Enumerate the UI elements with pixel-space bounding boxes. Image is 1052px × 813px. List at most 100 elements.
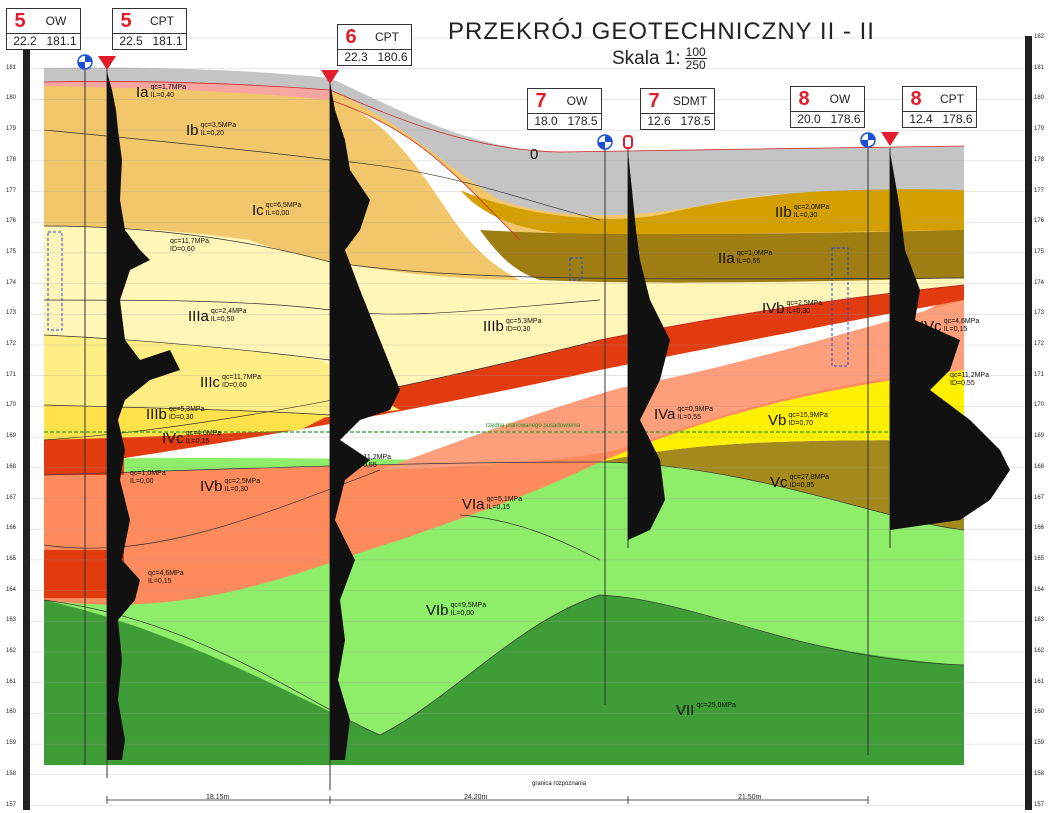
layer-param-2: IL=0,00 bbox=[450, 610, 475, 617]
layer-param-1: qc=2,5MPa bbox=[224, 478, 261, 485]
layer-Vc-fill bbox=[600, 440, 964, 530]
layer-param-1: qc=5,1MPa bbox=[486, 496, 523, 503]
elevation-tick-label: 180 bbox=[6, 95, 17, 102]
elevation-tick-label: 168 bbox=[1034, 463, 1045, 470]
right-elevation-bar bbox=[1025, 36, 1032, 810]
borehole-type: CPT bbox=[363, 24, 412, 50]
layer-param-1: qc=2,0MPa bbox=[793, 204, 830, 211]
cpt-triangles bbox=[98, 56, 899, 146]
distance-label-2: 24.20m bbox=[464, 794, 488, 801]
layer-param-1: qc=25,0MPa bbox=[696, 702, 736, 709]
layer-label-IIb: IIb qc=2,0MPa IL=0,30 bbox=[775, 204, 829, 222]
investigation-limit-note: granica rozpoznania bbox=[532, 781, 587, 787]
layer-code: Ic bbox=[252, 202, 264, 219]
layer-VIb-fill bbox=[44, 515, 600, 735]
elevation-tick-label: 173 bbox=[6, 310, 17, 317]
layer-label-IVb-right: IVb qc=2,5MPa IL=0,30 bbox=[762, 300, 822, 318]
elevation-tick-label: 161 bbox=[6, 678, 17, 685]
borehole-depth: 12.6 bbox=[640, 113, 678, 130]
elevation-tick-label: 157 bbox=[6, 801, 17, 808]
elevation-tick-label: 174 bbox=[1034, 279, 1045, 286]
layer-param-1: qc=5,3MPa bbox=[168, 406, 205, 413]
borehole-depth: 22.3 bbox=[337, 49, 375, 66]
layer-code: IVb bbox=[200, 478, 223, 495]
elevation-tick-label: 161 bbox=[1034, 678, 1045, 685]
elevation-tick-label: 177 bbox=[1034, 187, 1045, 194]
sdmt-marker bbox=[623, 135, 633, 149]
elevation-tick-label: 179 bbox=[1034, 126, 1045, 133]
planned-level-note: rzędna planowanego posadowienia bbox=[486, 423, 581, 429]
layer-label-VIa: VIa qc=5,1MPa IL=0,15 bbox=[462, 496, 522, 514]
layer-param-1: qc=11,2MPa bbox=[352, 454, 391, 461]
cpt-profiles bbox=[107, 72, 1010, 760]
layer-param-1: qc=3,5MPa bbox=[200, 122, 237, 129]
layer-param-2: IL=0,15 bbox=[486, 504, 511, 511]
layer-code: Vb bbox=[768, 412, 787, 429]
layer-label-IIIc-top: qc=11,7MPa ID=0,60 bbox=[168, 238, 209, 256]
borehole-elevation: 178.5 bbox=[677, 113, 715, 130]
elevation-tick-label: 177 bbox=[6, 187, 17, 194]
layer-label-IVc-right: IVc qc=4,6MPa IL=0,15 bbox=[920, 318, 979, 336]
borehole-type: OW bbox=[816, 86, 865, 112]
layer-label-IVa: IVa qc=0,9MPa IL=0,55 bbox=[654, 406, 713, 424]
layer-code: IVc bbox=[162, 430, 184, 447]
elevation-tick-label: 176 bbox=[1034, 218, 1045, 225]
elevation-tick-label: 159 bbox=[1034, 740, 1045, 747]
layer-param-2: IL=0,00 bbox=[265, 210, 290, 217]
borehole-number: 7 bbox=[527, 88, 555, 114]
layer-param-1: qc=1,0MPa bbox=[736, 250, 773, 257]
layer-param-2: IL=0,15 bbox=[943, 326, 968, 333]
elevation-tick-label: 162 bbox=[6, 648, 17, 654]
elevation-tick-label: 164 bbox=[6, 586, 17, 593]
borehole-depth: 22.5 bbox=[112, 33, 150, 50]
elevation-tick-label: 181 bbox=[6, 64, 17, 71]
borehole-number: 8 bbox=[790, 86, 818, 112]
layer-param-2: IL=0,20 bbox=[200, 130, 225, 137]
layer-param-2: ID=0,30 bbox=[168, 414, 194, 421]
layer-label-Vb: Vb qc=15,9MPa ID=0,70 bbox=[768, 412, 828, 430]
elevation-tick-label: 178 bbox=[6, 156, 17, 163]
layer-code: VIb bbox=[426, 602, 449, 619]
elevation-tick-label: 163 bbox=[1034, 617, 1045, 624]
borehole-number: 7 bbox=[640, 88, 668, 114]
borehole-elevation: 178.6 bbox=[939, 111, 977, 128]
borehole-elevation: 181.1 bbox=[149, 33, 187, 50]
layer-code: IIIa bbox=[188, 308, 209, 325]
borehole-depth: 20.0 bbox=[790, 111, 828, 128]
elevation-tick-label: 167 bbox=[6, 494, 17, 501]
elevation-tick-label: 160 bbox=[1034, 709, 1045, 716]
scale-label: Skala 1: 100 250 bbox=[612, 46, 707, 71]
borehole-type: SDMT bbox=[666, 88, 715, 114]
elevation-tick-label: 171 bbox=[1034, 371, 1045, 378]
layer-param-1: qc=0,9MPa bbox=[677, 406, 714, 413]
layer-IIb-fill bbox=[460, 185, 964, 235]
elevation-tick-label: 157 bbox=[1034, 801, 1045, 808]
layer-code: 0 bbox=[530, 146, 539, 163]
elevation-tick-label: 163 bbox=[6, 617, 17, 624]
layer-param-2: ID=0,70 bbox=[788, 420, 814, 427]
layer-param-2: IL=0,15 bbox=[185, 438, 210, 445]
boundary-lines bbox=[43, 129, 965, 736]
layer-IVa-fill bbox=[380, 300, 964, 470]
elevation-tick-label: 158 bbox=[1034, 770, 1045, 777]
elevation-tick-label: 159 bbox=[6, 740, 17, 747]
borehole-elevation: 181.1 bbox=[43, 33, 81, 50]
layer-param-2: IL=0,30 bbox=[793, 212, 818, 219]
layer-param-2: ID=0,60 bbox=[222, 382, 247, 389]
layer-code: Vc bbox=[770, 474, 788, 491]
borehole-depth: 18.0 bbox=[527, 113, 565, 130]
elevation-tick-label: 176 bbox=[6, 218, 17, 225]
scale-fraction: 100 250 bbox=[684, 46, 707, 71]
distance-label-3: 21.50m bbox=[738, 794, 762, 801]
layer-param-1: qc=9,5MPa bbox=[450, 602, 487, 609]
elevation-tick-label: 160 bbox=[6, 709, 17, 716]
layer-label-0: 0 bbox=[530, 146, 538, 164]
layer-param-2: IL=0,50 bbox=[210, 316, 235, 323]
elevation-tick-label: 168 bbox=[6, 463, 17, 470]
layer-code: Ia bbox=[136, 84, 149, 101]
layer-label-IVc-bottom: qc=4,6MPa IL=0,15 bbox=[146, 570, 184, 588]
layer-0-fill bbox=[44, 67, 964, 216]
layer-param-1: qc=15,9MPa bbox=[788, 412, 828, 419]
